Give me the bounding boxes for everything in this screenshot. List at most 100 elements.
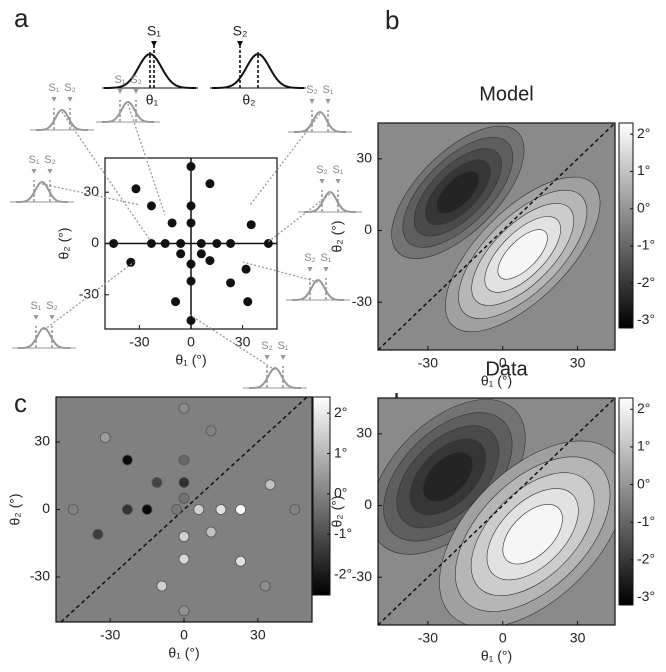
stimulus-label: S₂ xyxy=(46,300,58,312)
point xyxy=(241,264,251,274)
y-tick-label: 30 xyxy=(34,433,50,449)
panel-title: Model xyxy=(479,83,533,105)
point xyxy=(178,402,190,414)
point xyxy=(186,162,196,172)
point xyxy=(205,526,217,538)
stimulus-label: S₁ xyxy=(48,82,59,94)
arrow xyxy=(133,89,139,94)
x-tick-label: 0 xyxy=(187,334,195,350)
point xyxy=(178,531,190,542)
colorbar-tick-label: -2° xyxy=(637,274,655,290)
x-axis-label: θ₁ (°) xyxy=(175,352,206,368)
x-tick-label: 0 xyxy=(180,627,188,643)
point xyxy=(171,504,183,515)
point xyxy=(156,580,168,592)
point xyxy=(205,256,215,266)
point xyxy=(212,239,222,248)
pointer xyxy=(41,183,141,206)
point xyxy=(186,276,196,286)
pointer xyxy=(127,103,166,216)
y-tick-label: -30 xyxy=(79,286,99,302)
y-tick-label: 30 xyxy=(83,183,99,199)
y-tick-label: -30 xyxy=(352,293,372,309)
y-tick-label: 0 xyxy=(364,221,372,237)
field xyxy=(56,397,312,622)
colorbar-tick-label: -3° xyxy=(637,311,655,327)
tuning-curve xyxy=(291,278,345,301)
point xyxy=(205,425,217,437)
x-tick-label: -30 xyxy=(418,630,438,646)
stimulus-label: S₁ xyxy=(28,154,39,166)
stimulus-label: S₁ xyxy=(147,23,161,39)
plot-area xyxy=(378,398,615,625)
offset-label: θ₁ xyxy=(146,92,159,108)
x-axis-label: θ₁ (°) xyxy=(168,645,199,661)
pointer xyxy=(189,314,276,371)
point xyxy=(99,432,111,443)
tuning-curve xyxy=(293,110,347,133)
arrow xyxy=(335,179,341,184)
arrow xyxy=(323,267,329,272)
colorbar-tick-label: -2° xyxy=(637,551,655,567)
point xyxy=(176,239,186,248)
stimulus-label: S₁ xyxy=(322,84,333,96)
stimulus-label: S₂ xyxy=(64,82,76,94)
y-axis-label: θ₂ (°) xyxy=(329,220,345,252)
colorbar xyxy=(618,397,634,606)
point xyxy=(263,239,273,248)
colorbar-tick-label: 1° xyxy=(334,444,347,460)
panel: b Model -30 0 30 -30 0 30 θ₁ (°) θ₂ (°) 2° 1° 0° -1° -… xyxy=(329,5,655,389)
tuning-curve xyxy=(211,52,305,89)
tuning-curve xyxy=(101,100,155,123)
point xyxy=(109,239,119,248)
colorbar-tick-label: 2° xyxy=(637,400,650,416)
x-tick-label: 0 xyxy=(499,355,507,371)
point xyxy=(186,315,196,325)
x-tick-label: -30 xyxy=(418,355,438,371)
point xyxy=(215,504,227,515)
stimulus-label: S₂ xyxy=(233,23,248,39)
point xyxy=(226,278,236,288)
point xyxy=(178,477,190,488)
y-tick-label: 0 xyxy=(91,234,99,250)
stimulus-label: S₁ xyxy=(277,340,288,352)
tuning-curve xyxy=(248,366,302,389)
pointer xyxy=(249,113,321,206)
arrow xyxy=(31,169,37,174)
panel: c -30 0 30 -30 0 30 θ₁ (°) θ₂ (°) 2° 1° 0° -1° -2° xyxy=(7,388,352,661)
x-axis-label: θ₁ (°) xyxy=(481,373,512,389)
contour-level xyxy=(497,229,548,280)
point xyxy=(121,504,133,515)
stimulus-label: S₁ xyxy=(332,164,343,176)
point xyxy=(235,555,247,567)
pointer xyxy=(267,193,331,243)
colorbar-tick-label: 2° xyxy=(637,125,650,141)
point xyxy=(264,479,276,491)
point xyxy=(92,528,104,540)
pointer xyxy=(43,261,135,331)
contour-level xyxy=(436,170,480,214)
point xyxy=(171,297,181,307)
x-tick-label: -30 xyxy=(100,627,120,643)
y-axis-label: θ₂ (°) xyxy=(329,495,345,527)
point xyxy=(178,492,190,504)
colorbar-tick-label: 0° xyxy=(334,485,347,501)
point xyxy=(235,504,247,515)
x-tick-label: 30 xyxy=(570,630,586,646)
stimulus-label: S₂ xyxy=(306,84,318,96)
y-tick-label: 0 xyxy=(42,500,50,516)
stimulus-label: S₂ xyxy=(316,164,328,176)
arrow xyxy=(33,315,39,320)
x-tick-label: 0 xyxy=(499,630,507,646)
point xyxy=(178,454,190,466)
stimulus-label: S₁ xyxy=(30,300,41,312)
point xyxy=(186,259,196,269)
y-axis-label: θ₂ (°) xyxy=(56,227,72,259)
point xyxy=(226,239,236,248)
colorbar-tick-label: -1° xyxy=(637,513,655,529)
point xyxy=(146,239,156,248)
colorbar xyxy=(618,122,634,329)
panel-label: c xyxy=(14,388,27,418)
arrow xyxy=(280,355,286,360)
